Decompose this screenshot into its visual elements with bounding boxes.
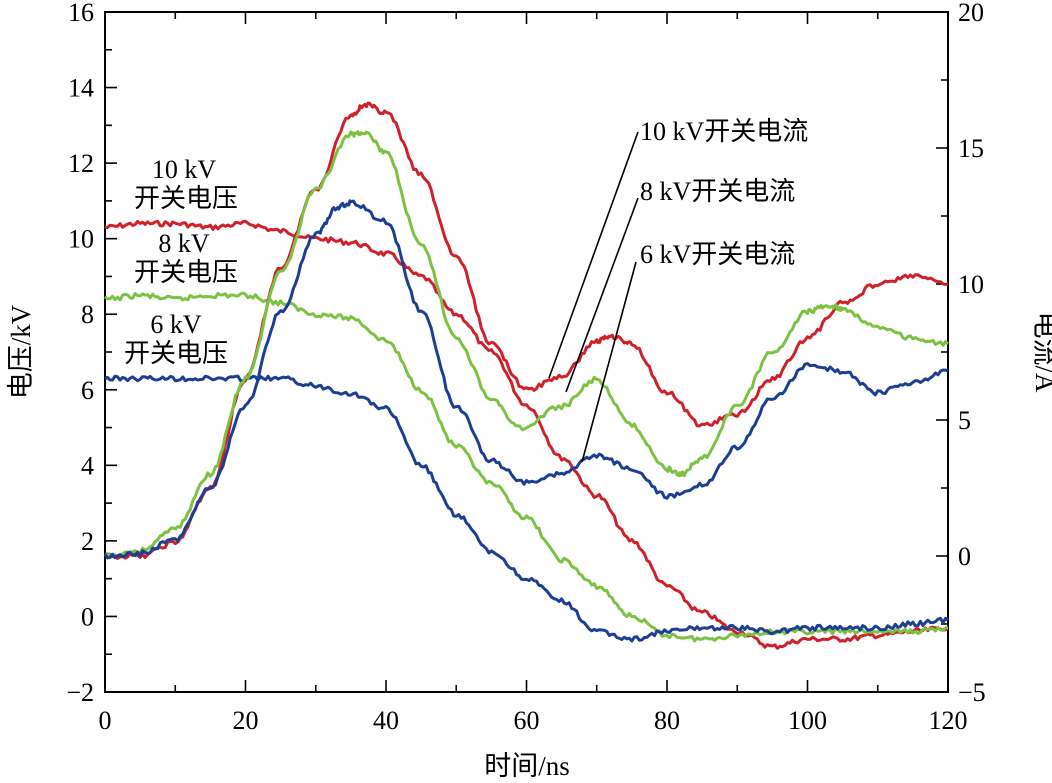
leader-line-6kv-current — [581, 261, 637, 463]
annotation-6kv-voltage-line1: 6 kV — [150, 310, 202, 339]
y-right-tick-label: 5 — [958, 406, 971, 435]
y-left-tick-label: 6 — [81, 376, 94, 405]
annotation-6kv-voltage-line2: 开关电压 — [124, 339, 228, 368]
annotation-8kv-voltage-line1: 8 kV — [158, 229, 210, 258]
y-axis-left-title: 电压/kV — [6, 304, 36, 399]
y-axis-right-title: 电流/A — [1030, 312, 1052, 394]
series-group — [103, 101, 949, 650]
x-axis-title: 时间/ns — [484, 751, 570, 781]
x-tick-label: 60 — [514, 706, 540, 735]
series-line-3 — [104, 101, 949, 560]
y-right-tick-label: 0 — [958, 542, 971, 571]
plot-frame — [104, 11, 949, 693]
x-tick-label: 40 — [373, 706, 399, 735]
y-left-tick-label: 14 — [68, 74, 94, 103]
y-left-tick-label: 4 — [81, 451, 94, 480]
annotation-8kv-voltage-line2: 开关电压 — [134, 258, 238, 287]
y-left-tick-label: −2 — [66, 678, 94, 707]
x-tick-label: 120 — [929, 706, 968, 735]
annotation-10kv-voltage-line1: 10 kV — [152, 155, 217, 184]
series-line-5 — [103, 199, 949, 560]
x-tick-label: 100 — [788, 706, 827, 735]
series-line-4 — [103, 130, 949, 558]
annotation-10kv-current: 10 kV开关电流 — [640, 117, 808, 146]
x-tick-label: 0 — [99, 706, 112, 735]
y-left-tick-label: 8 — [81, 300, 94, 329]
y-left-tick-label: 12 — [68, 149, 94, 178]
x-tick-label: 80 — [654, 706, 680, 735]
y-right-tick-label: 20 — [958, 0, 984, 27]
y-right-tick-label: −5 — [958, 678, 986, 707]
leader-line-8kv-current — [565, 197, 639, 393]
x-tick-label: 20 — [233, 706, 259, 735]
annotation-8kv-current: 8 kV开关电流 — [640, 177, 795, 206]
y-right-tick-label: 15 — [958, 134, 984, 163]
y-left-tick-label: 16 — [68, 0, 94, 27]
y-left-tick-label: 10 — [68, 225, 94, 254]
series-line-0 — [104, 219, 949, 650]
annotation-10kv-voltage-line2: 开关电压 — [134, 184, 238, 213]
y-right-tick-label: 10 — [958, 270, 984, 299]
annotation-6kv-current: 6 kV开关电流 — [640, 240, 795, 269]
y-left-tick-label: 0 — [81, 602, 94, 631]
y-left-tick-label: 2 — [81, 527, 94, 556]
series-line-1 — [104, 291, 948, 643]
leader-line-10kv-current — [548, 131, 639, 379]
